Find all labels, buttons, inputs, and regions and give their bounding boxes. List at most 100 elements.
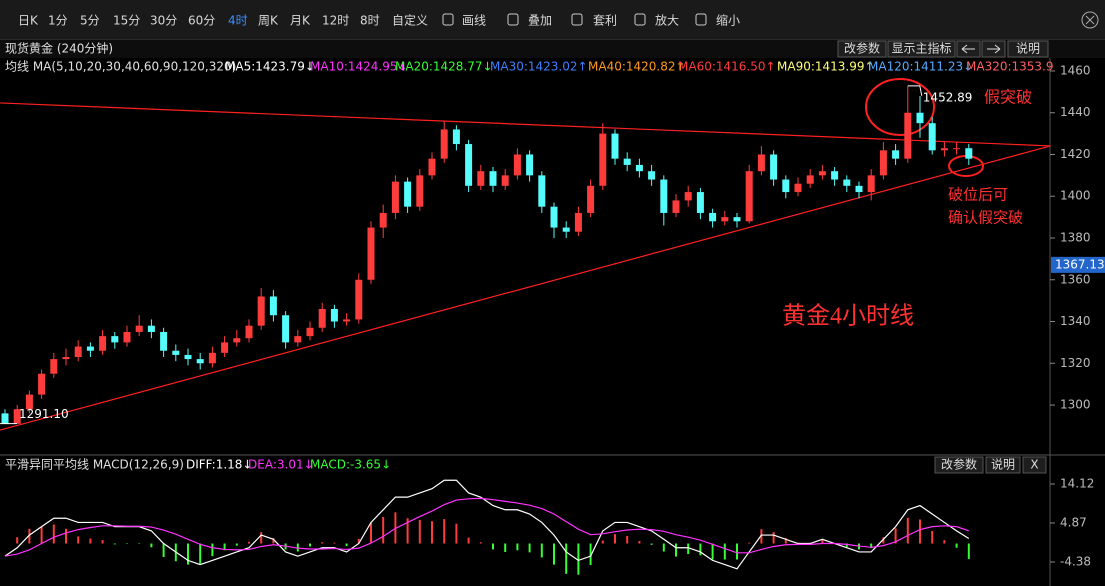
title-bar	[0, 40, 1105, 58]
y-tick-label: 1460	[1060, 63, 1091, 77]
candle-body	[330, 308, 338, 322]
y-tick-label: 1400	[1060, 189, 1091, 203]
candle-body	[892, 150, 900, 159]
button[interactable]	[1007, 40, 1049, 58]
price-tag-label: 1367.13	[1055, 257, 1105, 271]
toolbar-item[interactable]: 周K	[258, 14, 279, 28]
candle-body	[86, 346, 94, 351]
button[interactable]	[837, 40, 887, 58]
candle-body	[245, 325, 253, 339]
y-tick-label: 1340	[1060, 314, 1091, 328]
candle-body	[355, 279, 363, 320]
candle-body	[489, 171, 497, 186]
candle-body	[855, 185, 863, 193]
toolbar-item[interactable]: 月K	[290, 14, 311, 28]
candle-body	[599, 133, 607, 186]
button[interactable]	[985, 456, 1021, 474]
toolbar-icon	[507, 13, 519, 26]
candle-body	[25, 394, 33, 410]
toolbar-item[interactable]: 画线	[462, 14, 486, 28]
candle-body	[538, 175, 546, 207]
button-label[interactable]: 改参数	[844, 41, 880, 56]
candle-body	[526, 154, 534, 176]
indicator-value: MA20:1428.77↓	[395, 60, 493, 74]
button[interactable]	[1022, 456, 1047, 474]
button-label[interactable]: 说明	[1016, 41, 1040, 56]
toolbar-item[interactable]: 12时	[322, 14, 349, 28]
y-tick-label: 1300	[1060, 398, 1091, 412]
candle-body	[623, 158, 631, 165]
high-label: 1452.89	[923, 90, 973, 104]
toolbar-item[interactable]: 缩小	[716, 13, 740, 28]
candle-body	[806, 175, 814, 184]
annotation: 确认假突破	[948, 209, 1023, 227]
toolbar-item[interactable]: 自定义	[392, 13, 428, 28]
button[interactable]	[934, 456, 984, 474]
candle-body	[965, 148, 973, 159]
toolbar-item[interactable]: 8时	[360, 14, 380, 28]
y-tick-label: 1440	[1060, 105, 1091, 119]
candle-body	[953, 148, 961, 150]
toolbar-item[interactable]: 日K	[18, 14, 39, 28]
highlight-circle	[865, 78, 935, 136]
toolbar-icon	[571, 13, 583, 26]
indicator-value: MA90:1413.99↑	[777, 60, 875, 74]
candle-body	[501, 175, 509, 186]
candle-body	[50, 359, 58, 374]
candle-body	[172, 350, 180, 355]
indicator-value: MA30:1423.02↑	[490, 60, 588, 74]
candle-body	[648, 171, 656, 180]
candle-body	[696, 192, 704, 213]
candle-body	[391, 181, 399, 213]
toolbar-item[interactable]: 1分	[48, 14, 68, 28]
candle-body	[672, 200, 680, 213]
candle-body	[843, 179, 851, 186]
toolbar-item[interactable]: 叠加	[528, 14, 552, 28]
toolbar-item[interactable]: 5分	[80, 14, 100, 28]
candle-body	[428, 158, 436, 176]
toolbar-item[interactable]: 4时	[228, 14, 248, 28]
y-tick-label: 1420	[1060, 147, 1091, 161]
indicator-value: MA10:1424.95↓	[310, 60, 408, 74]
candle-body	[904, 112, 912, 159]
toolbar-item[interactable]: 放大	[655, 13, 679, 28]
candle-body	[879, 150, 887, 176]
indicator-value: MA40:1420.82↑	[588, 60, 686, 74]
candle-body	[269, 296, 277, 316]
candle-body	[367, 227, 375, 280]
button-label[interactable]: X	[1030, 458, 1038, 472]
button-label[interactable]: 说明	[991, 457, 1015, 472]
toolbar-icon	[634, 13, 646, 26]
candle-body	[343, 319, 351, 322]
y-tick-label: 1380	[1060, 231, 1091, 245]
candle-body	[709, 212, 717, 222]
annotation: 假突破	[984, 88, 1032, 107]
toolbar-item[interactable]: 套利	[593, 14, 617, 28]
candle-body	[733, 217, 741, 222]
button[interactable]	[887, 40, 956, 58]
candle-body	[928, 123, 936, 151]
close-icon[interactable]	[1081, 11, 1099, 29]
candle-body	[757, 154, 765, 172]
candle-body	[99, 336, 107, 351]
y-tick-label: -4.38	[1060, 554, 1091, 568]
toolbar-item[interactable]: 30分	[150, 14, 177, 28]
candle-body	[318, 308, 326, 328]
button-label[interactable]: 改参数	[941, 457, 977, 472]
candle-body	[477, 171, 485, 186]
candle-body	[111, 336, 119, 343]
indicator-value: DIFF:1.18↓	[186, 458, 252, 472]
toolbar-item[interactable]: 15分	[113, 14, 140, 28]
candle-body	[147, 325, 155, 332]
candle-body	[831, 171, 839, 180]
candle-body	[794, 183, 802, 193]
y-tick-label: 14.12	[1060, 476, 1094, 490]
toolbar	[0, 0, 1105, 40]
candle-body	[611, 133, 619, 159]
candle-body	[721, 217, 729, 222]
candle-body	[416, 175, 424, 207]
candle-body	[452, 129, 460, 145]
button-label[interactable]: 显示主指标	[891, 41, 951, 56]
toolbar-item[interactable]: 60分	[188, 14, 215, 28]
